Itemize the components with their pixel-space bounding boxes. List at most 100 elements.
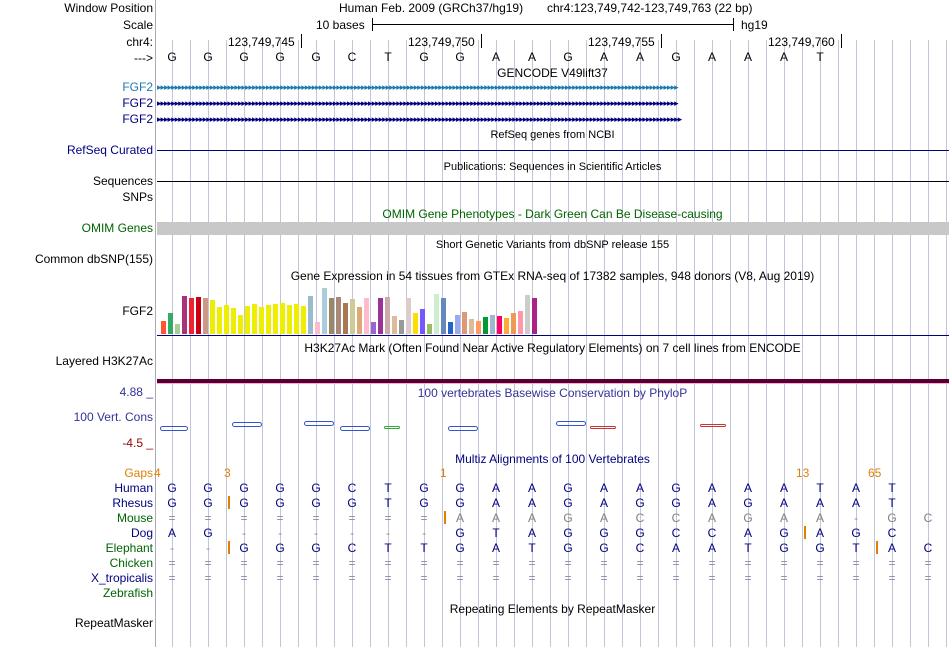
gtex-tissue-bar[interactable]: [343, 303, 348, 334]
gtex-tissue-bar[interactable]: [476, 321, 481, 334]
gtex-tissue-bar[interactable]: [525, 295, 530, 334]
gtex-tissue-bar[interactable]: [504, 318, 509, 334]
gtex-tissue-bar[interactable]: [518, 311, 523, 334]
gtex-tissue-bar[interactable]: [427, 324, 432, 334]
gtex-tissue-bar[interactable]: [413, 313, 418, 334]
gtex-tissue-bar[interactable]: [385, 297, 390, 334]
gtex-tissue-bar[interactable]: [322, 288, 327, 334]
gtex-tissue-bar[interactable]: [210, 300, 215, 334]
refseq-gene-line[interactable]: [157, 150, 949, 151]
gtex-tissue-bar[interactable]: [434, 294, 439, 334]
gtex-tissue-bar[interactable]: [301, 306, 306, 334]
gtex-tissue-bar[interactable]: [469, 319, 474, 334]
alignment-base: G: [671, 481, 681, 495]
gtex-tissue-bar[interactable]: [441, 298, 446, 334]
vert-cons-label[interactable]: 100 Vert. Cons: [73, 410, 153, 424]
gtex-tissue-bar[interactable]: [294, 304, 299, 334]
alignment-base: G: [599, 526, 609, 540]
gaps-label: Gaps: [124, 466, 153, 480]
gtex-tissue-bar[interactable]: [308, 296, 313, 334]
alignment-base: G: [167, 496, 177, 510]
alignment-base: =: [600, 556, 608, 570]
alignment-base: -: [854, 511, 858, 525]
snps-label[interactable]: SNPs: [122, 190, 153, 204]
gtex-tissue-bar[interactable]: [175, 324, 180, 334]
alignment-base: =: [348, 571, 356, 585]
cons-segment: [448, 426, 478, 431]
sequences-label[interactable]: Sequences: [92, 174, 153, 188]
gtex-tissue-bar[interactable]: [203, 298, 208, 334]
gtex-tissue-bar[interactable]: [448, 322, 453, 334]
gtex-tissue-bar[interactable]: [189, 298, 194, 334]
gtex-tissue-bar[interactable]: [224, 305, 229, 334]
rhesus-label: Rhesus: [112, 496, 153, 510]
gtex-tissue-bar[interactable]: [392, 316, 397, 334]
fgf2-transcript-3[interactable]: ▸▸▸▸▸▸▸▸▸▸▸▸▸▸▸▸▸▸▸▸▸▸▸▸▸▸▸▸▸▸▸▸▸▸▸▸▸▸▸▸…: [157, 114, 682, 124]
gtex-tissue-bar[interactable]: [357, 307, 362, 334]
layered-h3k27ac-label[interactable]: Layered H3K27Ac: [55, 354, 153, 368]
gtex-tissue-bar[interactable]: [364, 298, 369, 334]
gtex-tissue-bar[interactable]: [280, 303, 285, 334]
h3k27ac-signal-bar[interactable]: [157, 379, 949, 384]
alignment-base: C: [347, 541, 357, 555]
gtex-tissue-bar[interactable]: [161, 321, 166, 334]
gtex-tissue-bar[interactable]: [532, 298, 537, 334]
omim-gene-bar[interactable]: [157, 222, 949, 235]
grid-line: [244, 40, 245, 647]
gtex-tissue-bar[interactable]: [231, 308, 236, 334]
fgf2-gencode-label-2[interactable]: FGF2: [122, 96, 153, 110]
grid-line: [640, 40, 641, 647]
gtex-tissue-bar[interactable]: [238, 315, 243, 334]
gtex-tissue-bar[interactable]: [252, 304, 257, 334]
gtex-tissue-bar[interactable]: [196, 297, 201, 334]
gtex-tissue-bar[interactable]: [273, 304, 278, 334]
gtex-tissue-bar[interactable]: [378, 298, 383, 334]
alignment-base: =: [528, 556, 536, 570]
common-dbsnp-label[interactable]: Common dbSNP(155): [34, 252, 153, 266]
gtex-tissue-bar[interactable]: [329, 298, 334, 334]
gtex-tissue-bar[interactable]: [490, 315, 495, 334]
alignment-base: G: [563, 526, 573, 540]
fgf2-transcript-2[interactable]: ▸▸▸▸▸▸▸▸▸▸▸▸▸▸▸▸▸▸▸▸▸▸▸▸▸▸▸▸▸▸▸▸▸▸▸▸▸▸▸▸…: [157, 98, 679, 108]
gtex-tissue-bar[interactable]: [266, 305, 271, 334]
fgf2-gencode-label-3[interactable]: FGF2: [122, 112, 153, 126]
gtex-tissue-bar[interactable]: [259, 307, 264, 334]
gtex-tissue-bar[interactable]: [420, 309, 425, 334]
alignment-base: A: [635, 481, 644, 495]
fgf2-gencode-label-1[interactable]: FGF2: [122, 80, 153, 94]
refseq-curated-label[interactable]: RefSeq Curated: [66, 143, 153, 157]
gtex-tissue-bar[interactable]: [168, 313, 173, 334]
gtex-tissue-bar[interactable]: [462, 312, 467, 334]
fgf2-transcript-1[interactable]: ▸▸▸▸▸▸▸▸▸▸▸▸▸▸▸▸▸▸▸▸▸▸▸▸▸▸▸▸▸▸▸▸▸▸▸▸▸▸▸▸…: [157, 82, 679, 92]
gtex-tissue-bar[interactable]: [406, 298, 411, 334]
gtex-tissue-bar[interactable]: [455, 315, 460, 334]
gtex-tissue-bar[interactable]: [511, 313, 516, 334]
grid-line: [730, 40, 731, 647]
grid-line: [388, 40, 389, 647]
h3k27ac-top-border: [157, 335, 949, 336]
alignment-base: T: [744, 541, 752, 555]
gtex-tissue-bar[interactable]: [371, 322, 376, 334]
gtex-tissue-bar[interactable]: [336, 297, 341, 334]
gtex-tissue-bar[interactable]: [217, 307, 222, 334]
gtex-tissue-bar[interactable]: [182, 296, 187, 334]
alignment-base: A: [779, 481, 788, 495]
gtex-tissue-bar[interactable]: [497, 316, 502, 334]
coord-tick-4: 123,749,760: [768, 35, 835, 49]
coord-tick-2: 123,749,750: [408, 35, 475, 49]
gtex-tissue-bar[interactable]: [315, 322, 320, 334]
gtex-fgf2-label[interactable]: FGF2: [122, 304, 153, 318]
coord-tick-3: 123,749,755: [588, 35, 655, 49]
gtex-tissue-bar[interactable]: [483, 317, 488, 334]
alignment-base: C: [635, 511, 645, 525]
alignment-base: C: [671, 511, 681, 525]
repeatmasker-label[interactable]: RepeatMasker: [74, 616, 153, 630]
gtex-tissue-bar[interactable]: [350, 299, 355, 334]
gtex-tissue-bar[interactable]: [399, 320, 404, 334]
gtex-tissue-bar[interactable]: [245, 306, 250, 334]
gtex-tissue-bar[interactable]: [287, 305, 292, 334]
omim-genes-label[interactable]: OMIM Genes: [81, 221, 153, 235]
alignment-base: A: [671, 541, 680, 555]
sequences-line[interactable]: [157, 181, 949, 182]
alignment-base: =: [420, 511, 428, 525]
